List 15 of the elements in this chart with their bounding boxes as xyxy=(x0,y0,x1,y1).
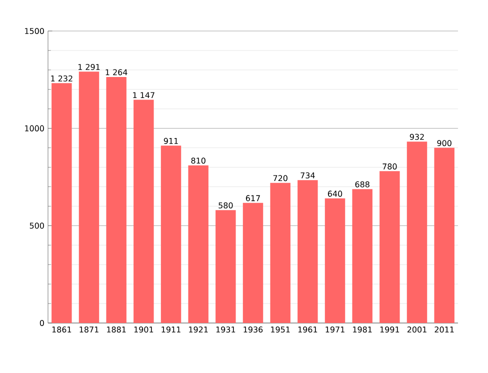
bar xyxy=(78,72,100,323)
bar xyxy=(216,210,236,323)
bar xyxy=(406,142,428,323)
bar xyxy=(134,100,154,323)
bar xyxy=(270,182,290,323)
bar xyxy=(352,189,372,323)
bar xyxy=(380,171,400,323)
bar xyxy=(188,165,208,323)
bar xyxy=(434,148,454,323)
bar xyxy=(242,202,264,323)
bar xyxy=(52,83,72,323)
bar xyxy=(160,146,182,323)
bar xyxy=(106,76,126,323)
bar xyxy=(298,180,318,323)
bar xyxy=(324,198,346,323)
